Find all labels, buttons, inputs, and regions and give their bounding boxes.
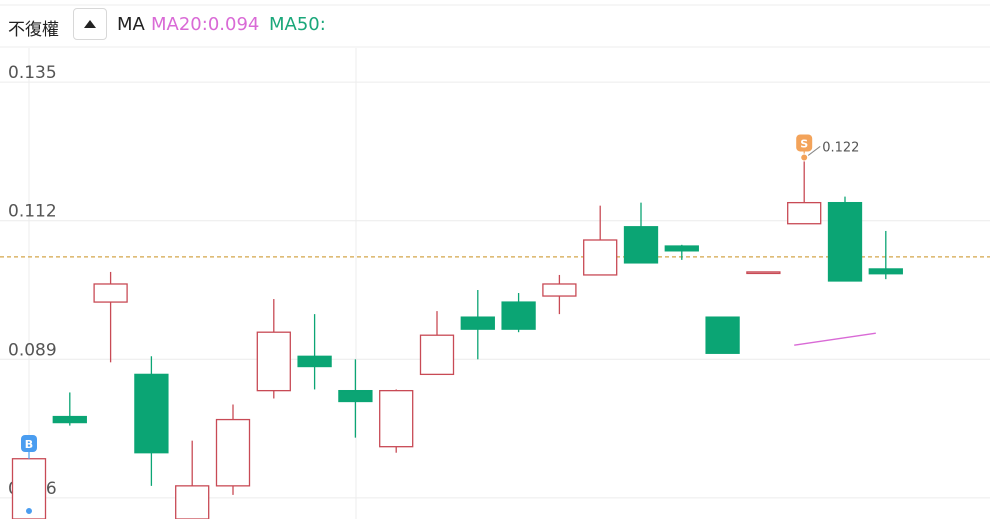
price-adjustment-selector[interactable]: 不復權 xyxy=(8,20,59,40)
candle xyxy=(52,392,87,426)
candle xyxy=(419,311,455,376)
candle-body xyxy=(175,485,210,519)
candle-body xyxy=(787,201,822,225)
candle-body xyxy=(705,316,740,354)
candle xyxy=(501,293,536,333)
y-tick-label: 0.089 xyxy=(8,340,57,360)
candle-body xyxy=(256,331,291,392)
sell-marker-dot xyxy=(800,153,809,162)
candle-body xyxy=(868,268,903,275)
candle-body xyxy=(379,389,414,448)
collapse-button[interactable] xyxy=(73,8,107,40)
sell-marker-label: S xyxy=(800,137,808,150)
buy-marker-label: B xyxy=(25,438,33,451)
candle xyxy=(338,359,373,438)
candle-body xyxy=(746,271,781,275)
candle xyxy=(175,440,210,519)
ma-indicator-label[interactable]: MA xyxy=(117,14,145,35)
candle-body xyxy=(460,316,495,330)
buy-marker-tag xyxy=(21,435,37,452)
y-tick-label: 0.135 xyxy=(8,63,57,83)
candle xyxy=(746,271,781,275)
triangle-up-icon xyxy=(84,20,96,28)
candles xyxy=(11,157,903,519)
candle xyxy=(542,274,577,315)
candle-body xyxy=(134,373,169,454)
candle-body xyxy=(542,283,577,297)
ma50-value: MA50: xyxy=(269,14,326,35)
candle-body xyxy=(664,245,699,252)
candle xyxy=(256,299,291,399)
candle-body xyxy=(215,418,251,487)
candle-body xyxy=(827,201,863,282)
candle-body xyxy=(501,301,536,330)
ma20-line xyxy=(794,332,876,346)
candle xyxy=(868,230,903,280)
sell-marker-tag xyxy=(796,134,813,152)
candle xyxy=(379,389,414,453)
candle-body xyxy=(338,389,373,403)
candle-body xyxy=(419,334,455,376)
chart-overlays: B S 0.122 xyxy=(21,134,876,515)
candle xyxy=(583,205,618,276)
candle xyxy=(705,316,740,354)
sell-value-label: 0.122 xyxy=(822,140,859,155)
candle xyxy=(93,271,128,363)
candle-body xyxy=(297,355,332,368)
candle-body xyxy=(52,415,87,424)
chart-grid xyxy=(0,4,990,519)
candle-body xyxy=(583,239,618,276)
candle xyxy=(787,157,822,225)
candle xyxy=(460,290,495,360)
ma20-value: MA20:0.094 xyxy=(151,14,260,35)
candle xyxy=(297,314,332,390)
sell-marker: S 0.122 xyxy=(796,134,859,162)
sell-value-leader xyxy=(807,146,821,156)
candle xyxy=(664,244,699,260)
buy-marker-dot xyxy=(25,507,33,515)
y-tick-label: 0.112 xyxy=(8,202,57,222)
candle xyxy=(623,202,659,264)
candle xyxy=(215,404,251,495)
candle-body xyxy=(623,226,659,264)
buy-marker: B xyxy=(21,435,37,515)
candle xyxy=(134,356,169,486)
chart-toolbar: 不復權 MA MA20:0.094 MA50: xyxy=(0,0,990,48)
candle-body xyxy=(93,283,128,303)
candle xyxy=(827,196,863,282)
